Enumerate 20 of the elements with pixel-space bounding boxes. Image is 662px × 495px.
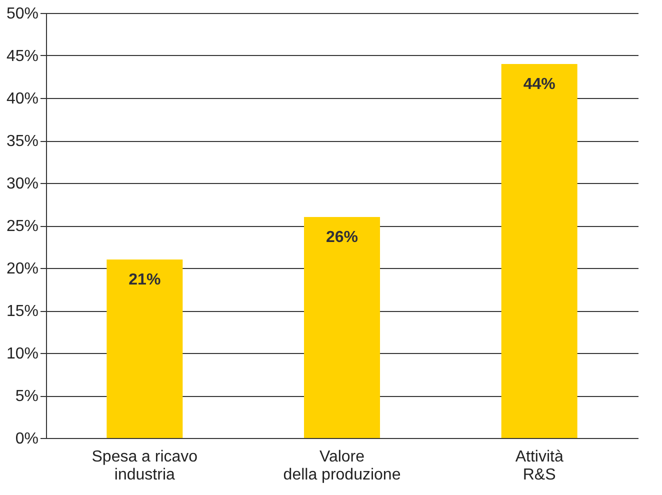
y-tick-label: 5% — [15, 388, 38, 405]
x-tick-label: Spesa a ricavo industria — [92, 448, 198, 484]
y-tick-label: 40% — [6, 90, 38, 108]
y-tick-label: 20% — [6, 260, 38, 278]
x-tick-label: Valore della produzione — [283, 448, 401, 484]
y-tick-label: 0% — [15, 430, 38, 448]
y-tick-label: 35% — [6, 133, 38, 150]
bar — [501, 64, 578, 438]
y-tick-label: 45% — [6, 48, 38, 65]
y-tick-label: 15% — [6, 303, 38, 320]
data-label: 21% — [128, 272, 161, 288]
bar — [106, 260, 183, 438]
data-label: 26% — [326, 229, 358, 246]
y-tick-label: 25% — [6, 218, 38, 235]
y-tick-label: 50% — [6, 6, 38, 22]
data-label: 44% — [523, 76, 556, 93]
x-tick-label: Attività R&S — [515, 448, 564, 484]
y-tick-label: 10% — [6, 346, 38, 362]
bar — [304, 217, 380, 438]
y-tick-label: 30% — [6, 176, 38, 192]
